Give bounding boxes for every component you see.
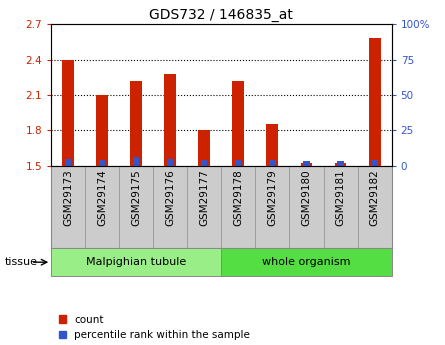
Bar xyxy=(51,166,85,248)
Bar xyxy=(51,248,222,276)
Text: GSM29180: GSM29180 xyxy=(302,170,312,226)
Text: GSM29177: GSM29177 xyxy=(199,170,209,226)
Bar xyxy=(358,166,392,248)
Bar xyxy=(187,166,222,248)
Text: whole organism: whole organism xyxy=(262,257,351,267)
Bar xyxy=(368,38,380,166)
Text: GSM29175: GSM29175 xyxy=(131,170,141,226)
Bar xyxy=(300,163,312,166)
Bar xyxy=(335,163,347,166)
Text: GSM29174: GSM29174 xyxy=(97,170,107,226)
Bar xyxy=(198,130,210,166)
Bar xyxy=(255,166,290,248)
Legend: count, percentile rank within the sample: count, percentile rank within the sample xyxy=(59,315,250,340)
Text: tissue: tissue xyxy=(4,257,37,267)
Text: GSM29173: GSM29173 xyxy=(63,170,73,226)
Title: GDS732 / 146835_at: GDS732 / 146835_at xyxy=(150,8,293,22)
Bar xyxy=(164,74,176,166)
Bar xyxy=(96,95,108,166)
Text: GSM29179: GSM29179 xyxy=(267,170,277,226)
Bar xyxy=(267,124,279,166)
Text: Malpighian tubule: Malpighian tubule xyxy=(86,257,186,267)
Bar xyxy=(130,81,142,166)
Bar xyxy=(167,159,174,166)
Bar xyxy=(269,160,275,166)
Bar xyxy=(222,248,392,276)
Bar xyxy=(65,159,71,166)
Bar xyxy=(62,60,74,166)
Text: GSM29182: GSM29182 xyxy=(370,170,380,226)
Bar xyxy=(99,160,105,166)
Bar xyxy=(235,160,242,166)
Bar xyxy=(119,166,153,248)
Bar xyxy=(303,161,310,166)
Text: GSM29176: GSM29176 xyxy=(166,170,175,226)
Text: GSM29178: GSM29178 xyxy=(234,170,243,226)
Bar xyxy=(324,166,358,248)
Bar xyxy=(222,166,255,248)
Bar xyxy=(201,160,207,166)
Bar xyxy=(153,166,187,248)
Bar xyxy=(232,81,244,166)
Bar xyxy=(337,161,344,166)
Bar xyxy=(85,166,119,248)
Bar xyxy=(372,160,378,166)
Bar xyxy=(290,166,324,248)
Text: GSM29181: GSM29181 xyxy=(336,170,345,226)
Bar xyxy=(133,157,139,166)
